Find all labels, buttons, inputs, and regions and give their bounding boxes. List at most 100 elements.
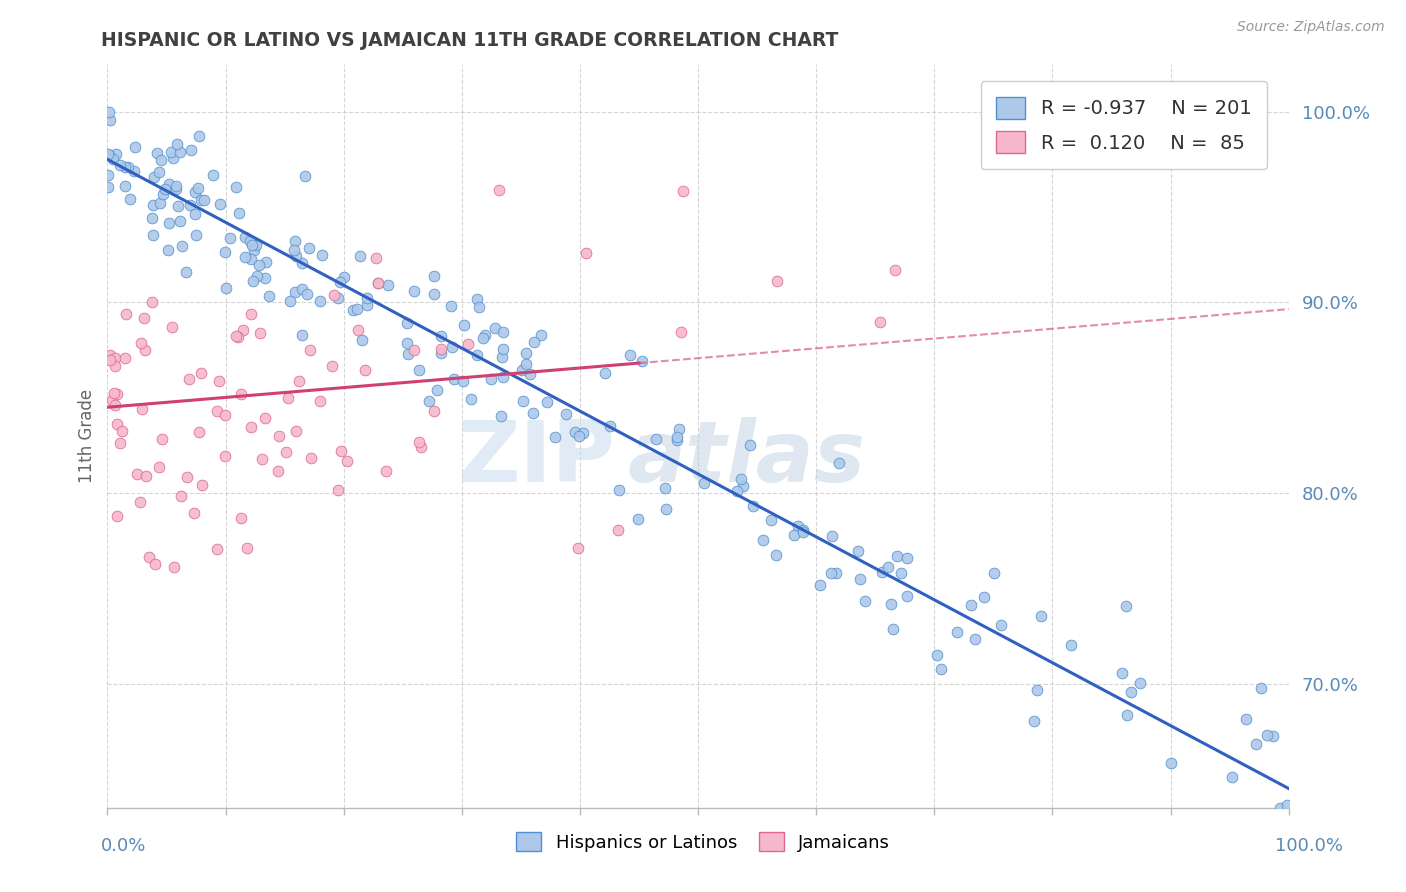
Point <box>165 178 187 193</box>
Point <box>654 481 676 495</box>
Point <box>522 406 544 420</box>
Point <box>1029 609 1052 624</box>
Point <box>308 293 330 308</box>
Point <box>184 227 207 242</box>
Point <box>429 342 451 356</box>
Point <box>101 153 124 167</box>
Point <box>153 181 176 195</box>
Point <box>235 230 257 244</box>
Point <box>142 228 165 243</box>
Point <box>228 330 250 344</box>
Point <box>328 291 350 305</box>
Point <box>741 499 763 513</box>
Point <box>240 252 263 266</box>
Point <box>593 366 616 380</box>
Point <box>143 557 166 571</box>
Point <box>457 336 479 351</box>
Point <box>1116 708 1139 723</box>
Point <box>284 285 307 299</box>
Point <box>870 565 893 579</box>
Point <box>128 495 150 509</box>
Point <box>125 467 148 481</box>
Point <box>111 424 134 438</box>
Point <box>174 265 197 279</box>
Point <box>536 394 558 409</box>
Point <box>440 340 463 354</box>
Point <box>669 325 692 339</box>
Point <box>148 460 170 475</box>
Point <box>214 244 236 259</box>
Point <box>366 251 388 265</box>
Point <box>208 197 231 211</box>
Point <box>1220 770 1243 784</box>
Point <box>165 182 187 196</box>
Point <box>395 316 418 330</box>
Point <box>666 433 689 447</box>
Point <box>134 343 156 357</box>
Point <box>245 238 267 252</box>
Point <box>179 197 201 211</box>
Point <box>828 457 851 471</box>
Point <box>883 262 905 277</box>
Point <box>423 404 446 418</box>
Point <box>100 392 122 407</box>
Point <box>575 246 598 260</box>
Point <box>288 374 311 388</box>
Point <box>240 238 263 252</box>
Point <box>1234 713 1257 727</box>
Point <box>402 343 425 357</box>
Point <box>1263 729 1285 743</box>
Point <box>443 372 465 386</box>
Point <box>983 566 1005 580</box>
Point <box>298 343 321 357</box>
Point <box>105 146 128 161</box>
Point <box>242 244 264 258</box>
Point <box>1022 714 1045 728</box>
Point <box>402 285 425 299</box>
Point <box>97 148 120 162</box>
Point <box>277 391 299 405</box>
Point <box>890 566 912 581</box>
Point <box>959 598 981 612</box>
Point <box>879 598 901 612</box>
Point <box>298 241 321 255</box>
Point <box>246 268 269 283</box>
Point <box>607 483 630 497</box>
Point <box>104 398 127 412</box>
Point <box>104 359 127 373</box>
Point <box>163 560 186 574</box>
Point <box>309 393 332 408</box>
Point <box>114 351 136 366</box>
Point <box>479 372 502 386</box>
Point <box>322 288 344 302</box>
Point <box>786 519 808 533</box>
Point <box>377 277 399 292</box>
Point <box>740 438 762 452</box>
Point <box>214 449 236 463</box>
Point <box>1275 797 1298 812</box>
Point <box>607 523 630 537</box>
Point <box>418 393 440 408</box>
Point <box>515 357 537 371</box>
Point <box>1256 728 1278 742</box>
Point <box>489 409 512 423</box>
Point <box>294 169 316 183</box>
Point <box>180 143 202 157</box>
Point <box>731 479 754 493</box>
Point <box>515 346 537 360</box>
Point <box>105 417 128 431</box>
Point <box>759 513 782 527</box>
Point <box>105 387 128 401</box>
Point <box>1060 638 1083 652</box>
Point <box>411 440 433 454</box>
Point <box>333 269 356 284</box>
Point <box>346 301 368 316</box>
Point <box>142 198 165 212</box>
Point <box>492 343 515 357</box>
Point <box>396 347 419 361</box>
Point <box>110 435 132 450</box>
Point <box>148 165 170 179</box>
Point <box>408 362 430 376</box>
Point <box>752 533 775 548</box>
Point <box>97 146 120 161</box>
